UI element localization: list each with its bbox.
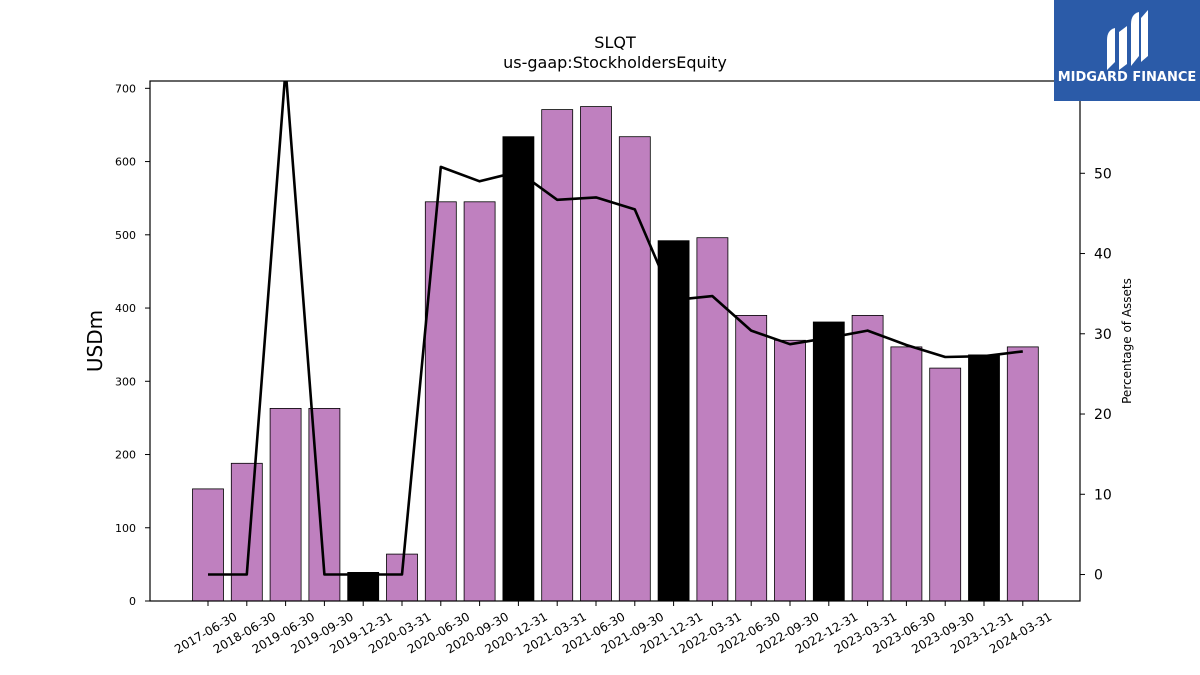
y-axis-right-label: Percentage of Assets (1120, 278, 1134, 404)
y-axis-left-label: USDm (83, 310, 107, 372)
y-tick-label: 700 (115, 82, 136, 95)
bar (1006, 346, 1039, 602)
y-tick-label: 400 (115, 302, 136, 315)
y-right-tick-label: 40 (1094, 247, 1112, 263)
bar (812, 321, 845, 602)
bar (774, 339, 806, 602)
y-tick-label: 200 (115, 449, 136, 462)
line-series (208, 81, 1023, 576)
y-tick-label: 600 (115, 156, 136, 169)
bar (580, 106, 612, 602)
y-tick-label: 100 (115, 522, 136, 535)
y-right-tick-label: 0 (1094, 568, 1103, 584)
bar (230, 462, 263, 602)
line-path (208, 81, 1023, 576)
bar (347, 572, 380, 602)
chart-title: SLQT (594, 33, 636, 52)
bar (851, 314, 884, 602)
y-right-tick-label: 10 (1094, 487, 1112, 503)
bar (968, 354, 1000, 602)
y-axis-left: 0 100 200 300 400 500 600 700 (115, 82, 150, 608)
y-right-tick-label: 20 (1094, 407, 1112, 423)
y-tick-label: 500 (115, 229, 136, 242)
y-axis-right: 0 10 20 30 40 50 (1080, 166, 1112, 584)
logo: MIDGARD FINANCE (1054, 0, 1200, 101)
y-right-tick-label: 30 (1094, 327, 1112, 343)
logo-mark-icon (1107, 10, 1148, 70)
bar-series (192, 106, 1039, 602)
bar (502, 136, 535, 602)
bar (192, 488, 224, 602)
bar (541, 109, 574, 602)
bar (424, 201, 457, 602)
bar (657, 240, 690, 602)
y-right-tick-label: 50 (1094, 166, 1112, 182)
bar (890, 346, 923, 602)
y-tick-label: 300 (115, 375, 136, 388)
x-axis: 2017-06-302018-06-302019-06-302019-09-30… (172, 601, 1054, 656)
bar (463, 201, 496, 602)
bar (696, 237, 729, 602)
plot-frame (149, 80, 1081, 602)
y-tick-label: 0 (129, 595, 136, 608)
bar (929, 367, 962, 602)
bar (735, 314, 768, 602)
chart-subtitle: us-gaap:StockholdersEquity (503, 53, 727, 72)
bar (269, 407, 302, 602)
bar (618, 136, 651, 602)
logo-text: MIDGARD FINANCE (1058, 70, 1197, 85)
